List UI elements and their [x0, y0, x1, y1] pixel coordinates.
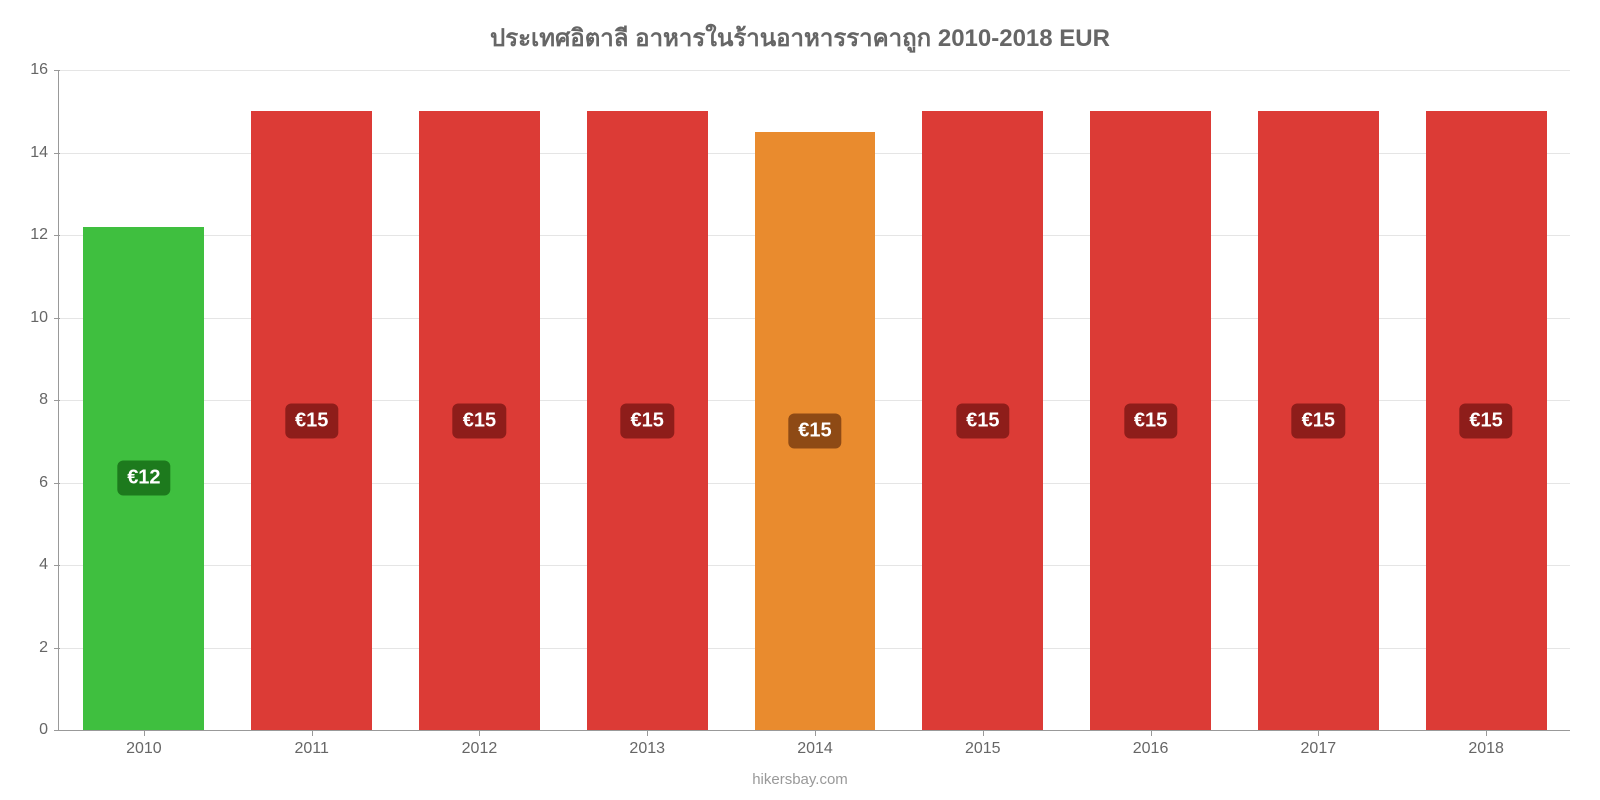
x-tick-mark	[479, 730, 480, 736]
y-tick-mark	[54, 730, 60, 731]
plot-area: €122010€152011€152012€152013€152014€1520…	[60, 70, 1570, 730]
grid-line	[60, 70, 1570, 71]
bar: €15	[922, 111, 1043, 730]
x-tick-mark	[312, 730, 313, 736]
y-tick-label: 10	[8, 309, 48, 327]
y-tick-label: 6	[8, 474, 48, 492]
y-tick-label: 4	[8, 556, 48, 574]
attribution-text: hikersbay.com	[0, 771, 1600, 788]
x-tick-label: 2016	[1133, 740, 1169, 758]
x-tick-label: 2014	[797, 740, 833, 758]
y-tick-mark	[54, 565, 60, 566]
bar: €15	[1426, 111, 1547, 730]
bar-value-label: €15	[956, 403, 1009, 438]
bar: €15	[419, 111, 540, 730]
bar: €12	[83, 227, 204, 730]
bar: €15	[251, 111, 372, 730]
x-tick-mark	[815, 730, 816, 736]
y-tick-mark	[54, 70, 60, 71]
x-tick-mark	[1318, 730, 1319, 736]
y-tick-label: 8	[8, 391, 48, 409]
y-tick-label: 16	[8, 61, 48, 79]
bar: €15	[755, 132, 876, 730]
bar: €15	[587, 111, 708, 730]
y-tick-mark	[54, 400, 60, 401]
bar-value-label: €15	[621, 403, 674, 438]
y-tick-mark	[54, 153, 60, 154]
bar-value-label: €15	[285, 403, 338, 438]
y-tick-label: 12	[8, 226, 48, 244]
y-tick-mark	[54, 235, 60, 236]
y-tick-label: 14	[8, 144, 48, 162]
bar-value-label: €15	[1292, 403, 1345, 438]
x-tick-label: 2015	[965, 740, 1001, 758]
x-tick-mark	[647, 730, 648, 736]
bar: €15	[1090, 111, 1211, 730]
x-tick-mark	[1151, 730, 1152, 736]
x-tick-label: 2013	[629, 740, 665, 758]
bar-value-label: €12	[117, 461, 170, 496]
x-tick-label: 2012	[462, 740, 498, 758]
x-tick-label: 2018	[1468, 740, 1504, 758]
chart-container: ประเทศอิตาลี อาหารในร้านอาหารราคาถูก 201…	[0, 0, 1600, 800]
x-tick-mark	[1486, 730, 1487, 736]
x-tick-label: 2010	[126, 740, 162, 758]
bar-value-label: €15	[1459, 403, 1512, 438]
bar: €15	[1258, 111, 1379, 730]
x-tick-label: 2011	[294, 740, 328, 758]
bar-value-label: €15	[453, 403, 506, 438]
x-tick-mark	[983, 730, 984, 736]
y-tick-mark	[54, 648, 60, 649]
chart-title: ประเทศอิตาลี อาหารในร้านอาหารราคาถูก 201…	[0, 18, 1600, 57]
bar-value-label: €15	[1124, 403, 1177, 438]
bar-value-label: €15	[788, 413, 841, 448]
y-tick-mark	[54, 318, 60, 319]
y-tick-label: 2	[8, 639, 48, 657]
y-tick-mark	[54, 483, 60, 484]
x-tick-mark	[144, 730, 145, 736]
y-tick-label: 0	[8, 721, 48, 739]
x-tick-label: 2017	[1301, 740, 1337, 758]
